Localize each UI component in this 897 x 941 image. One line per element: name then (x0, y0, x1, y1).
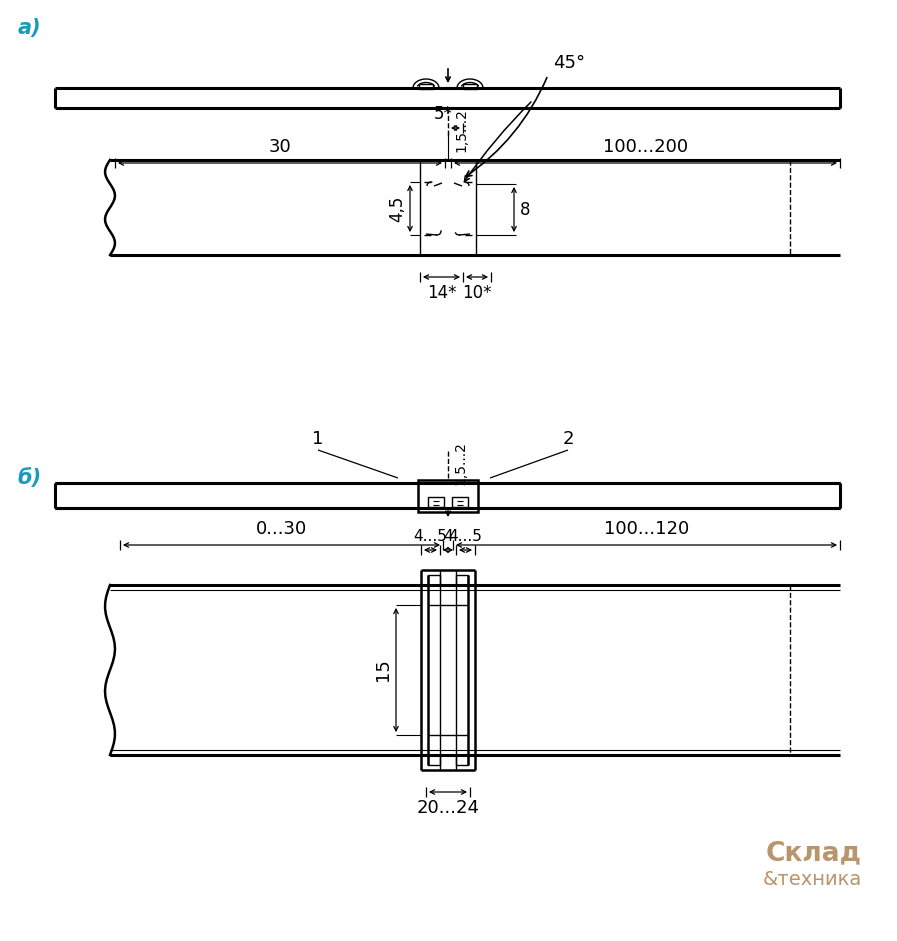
Bar (428, 755, 440, 765)
Text: 1,5...2: 1,5...2 (454, 108, 468, 152)
Text: 1,5...2: 1,5...2 (453, 441, 467, 485)
Text: 45°: 45° (553, 54, 585, 72)
Bar (428, 497, 444, 507)
Text: 1: 1 (312, 430, 324, 448)
Text: 14*: 14* (427, 284, 457, 302)
Bar (463, 84, 477, 89)
Text: 100...200: 100...200 (603, 138, 688, 156)
Bar (428, 575, 440, 585)
Text: б): б) (18, 468, 42, 488)
Text: 4,5: 4,5 (388, 196, 406, 222)
Bar (456, 575, 468, 585)
Text: 100...120: 100...120 (604, 520, 689, 538)
Bar (418, 480, 478, 512)
Text: 4...5: 4...5 (448, 529, 483, 544)
Text: 20...24: 20...24 (416, 799, 480, 817)
Text: 30: 30 (268, 138, 292, 156)
Bar (419, 84, 433, 89)
Text: 5*: 5* (433, 105, 452, 123)
Bar (452, 497, 468, 507)
Text: 4...5: 4...5 (414, 529, 448, 544)
Text: 8: 8 (520, 200, 530, 218)
Text: 2: 2 (562, 430, 574, 448)
Text: 4: 4 (443, 529, 453, 544)
Text: &техника: &техника (762, 870, 862, 889)
Text: Склад: Склад (766, 840, 862, 866)
Text: 15: 15 (374, 659, 392, 681)
Text: 0...30: 0...30 (256, 520, 307, 538)
Text: 10*: 10* (462, 284, 492, 302)
Bar (456, 755, 468, 765)
Text: а): а) (18, 18, 41, 38)
